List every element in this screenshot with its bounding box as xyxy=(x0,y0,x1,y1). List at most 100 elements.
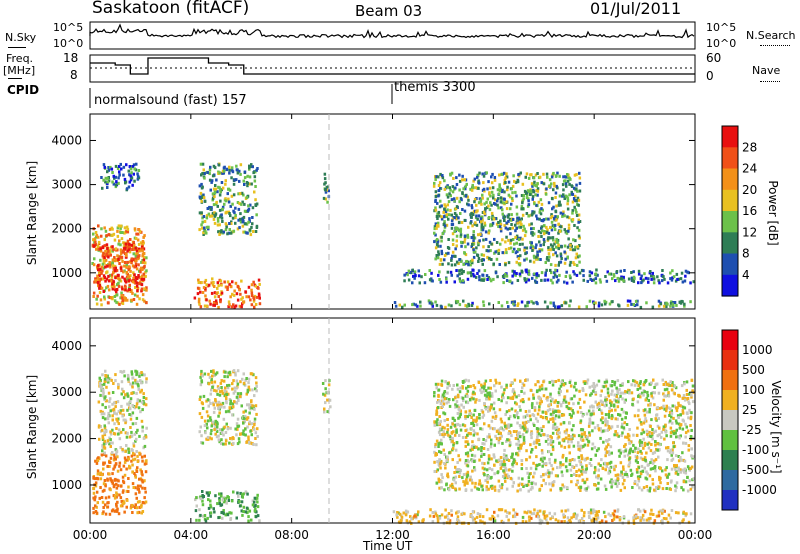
velocity-cell xyxy=(248,509,252,513)
velocity-cell xyxy=(256,514,260,518)
power-cell xyxy=(245,196,249,199)
velocity-cell xyxy=(600,430,604,434)
power-cell xyxy=(193,296,197,300)
velocity-cell xyxy=(684,396,687,400)
velocity-cell xyxy=(554,474,558,478)
velocity-cell xyxy=(217,516,220,520)
power-cell xyxy=(458,258,461,262)
power-cell xyxy=(111,260,114,264)
power-cell xyxy=(547,258,550,262)
velocity-cell xyxy=(599,394,602,398)
velocity-cell xyxy=(247,438,250,442)
velocity-cell xyxy=(632,516,635,520)
velocity-cell xyxy=(438,433,442,437)
power-cell xyxy=(489,249,492,253)
power-cell xyxy=(566,199,570,203)
velocity-cell xyxy=(443,453,446,456)
power-cell xyxy=(218,223,221,227)
power-cell xyxy=(110,167,114,171)
velocity-cell xyxy=(472,444,475,448)
velocity-cell xyxy=(669,419,672,423)
power-cell xyxy=(106,186,109,189)
power-cell xyxy=(233,178,236,182)
power-cell xyxy=(679,301,683,305)
power-cell xyxy=(535,243,538,247)
velocity-cell xyxy=(493,488,497,492)
power-cell xyxy=(556,240,559,244)
velocity-cell xyxy=(485,488,488,492)
power-cell xyxy=(630,276,634,280)
velocity-cell xyxy=(595,519,598,523)
velocity-cell xyxy=(206,435,210,439)
velocity-cell xyxy=(559,464,562,467)
power-cell xyxy=(504,226,508,230)
velocity-cell xyxy=(209,418,213,422)
velocity-cell xyxy=(404,509,408,513)
power-cell xyxy=(201,226,204,230)
power-cell xyxy=(135,232,138,236)
velocity-cell xyxy=(136,460,140,463)
velocity-cell xyxy=(619,473,622,477)
velocity-cell xyxy=(490,438,493,442)
power-cell xyxy=(244,290,247,294)
power-cell xyxy=(436,212,439,216)
velocity-cell xyxy=(466,389,470,393)
velocity-cell xyxy=(547,437,550,441)
velocity-cell xyxy=(619,391,623,395)
power-cell xyxy=(450,223,454,226)
velocity-cell xyxy=(478,458,481,462)
velocity-cell xyxy=(220,403,223,407)
velocity-cell xyxy=(538,442,541,446)
velocity-cell xyxy=(229,399,232,403)
power-cell xyxy=(542,182,546,186)
power-cell xyxy=(117,257,120,261)
power-cell xyxy=(106,264,109,268)
velocity-cell xyxy=(664,423,667,427)
power-cell xyxy=(117,181,120,185)
nsky-tick-bottom: 10^0 xyxy=(53,37,84,50)
power-cell xyxy=(124,297,127,301)
velocity-cell xyxy=(607,438,611,441)
power-cell xyxy=(493,237,496,241)
velocity-cell xyxy=(623,478,626,482)
velocity-cell xyxy=(94,495,97,499)
power-cell xyxy=(631,278,634,282)
velocity-cell xyxy=(639,472,643,476)
power-cell xyxy=(238,304,242,308)
velocity-cell xyxy=(323,407,326,411)
power-cell xyxy=(554,245,558,249)
freq-line xyxy=(8,78,22,79)
power-cell xyxy=(569,299,572,303)
velocity-cell xyxy=(433,450,436,454)
power-cell xyxy=(121,231,124,234)
power-cell xyxy=(135,249,139,253)
power-cell xyxy=(222,169,226,173)
power-cell xyxy=(436,224,439,227)
power-cell xyxy=(132,163,136,167)
power-cell xyxy=(211,174,215,178)
velocity-cell xyxy=(653,488,656,492)
velocity-cell xyxy=(237,399,240,402)
velocity-cell xyxy=(590,464,593,467)
power-cell xyxy=(555,280,559,284)
velocity-cell xyxy=(116,419,119,423)
velocity-cell xyxy=(445,401,448,405)
velocity-cell xyxy=(684,480,688,484)
velocity-cell xyxy=(594,517,598,521)
power-cell xyxy=(572,261,575,265)
power-cell xyxy=(473,197,477,201)
power-cell xyxy=(549,268,552,272)
power-cell xyxy=(453,211,457,215)
power-cell xyxy=(95,233,99,237)
velocity-cell xyxy=(502,391,506,395)
velocity-cell xyxy=(406,510,410,514)
velocity-cell xyxy=(588,423,591,427)
velocity-cell xyxy=(536,515,540,519)
power-cell xyxy=(441,174,444,177)
velocity-cell xyxy=(229,437,232,440)
power-cell xyxy=(253,305,256,309)
power-cell xyxy=(475,223,479,227)
power-cell xyxy=(434,300,437,304)
power-cell xyxy=(505,235,508,239)
power-cell xyxy=(118,170,121,174)
